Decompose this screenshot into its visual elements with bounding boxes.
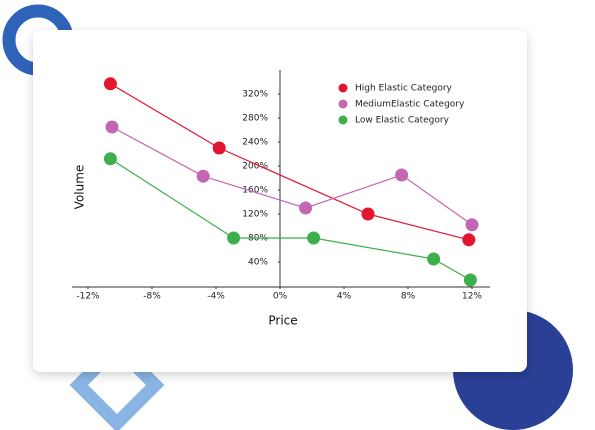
y-tick-label: 160% <box>242 186 268 196</box>
data-point <box>395 168 409 182</box>
x-tick-label: 8% <box>401 292 416 302</box>
data-point <box>196 169 210 183</box>
data-point <box>427 252 441 266</box>
y-tick-label: 40% <box>248 258 268 268</box>
legend-label: High Elastic Category <box>355 84 453 94</box>
data-point <box>299 201 313 215</box>
x-tick-label: -8% <box>143 292 161 302</box>
y-tick-label: 120% <box>242 210 268 220</box>
y-tick-label: 240% <box>242 138 268 148</box>
x-axis-title: Price <box>268 314 297 328</box>
x-tick-label: -12% <box>76 292 100 302</box>
data-point <box>227 231 241 245</box>
data-point <box>103 77 117 91</box>
x-tick-label: 4% <box>337 292 352 302</box>
data-point <box>307 231 321 245</box>
y-tick-label: 320% <box>242 90 268 100</box>
y-tick-label: 200% <box>242 162 268 172</box>
legend-swatch <box>338 83 348 93</box>
x-tick-label: 12% <box>462 292 482 302</box>
series-line <box>110 83 469 241</box>
data-point <box>105 120 119 134</box>
legend-label: Low Elastic Category <box>355 116 450 126</box>
data-point <box>212 141 226 155</box>
x-tick-label: -4% <box>207 292 225 302</box>
data-point <box>361 207 375 221</box>
data-point <box>463 273 477 287</box>
y-tick-label: 280% <box>242 114 268 124</box>
x-tick-label: 0% <box>273 292 288 302</box>
data-point <box>462 233 476 247</box>
legend-swatch <box>338 99 348 109</box>
y-axis-title: Volume <box>73 165 87 210</box>
data-point <box>465 218 479 232</box>
data-point <box>103 152 117 166</box>
legend-label: MediumElastic Category <box>355 100 465 110</box>
legend-swatch <box>338 115 348 125</box>
